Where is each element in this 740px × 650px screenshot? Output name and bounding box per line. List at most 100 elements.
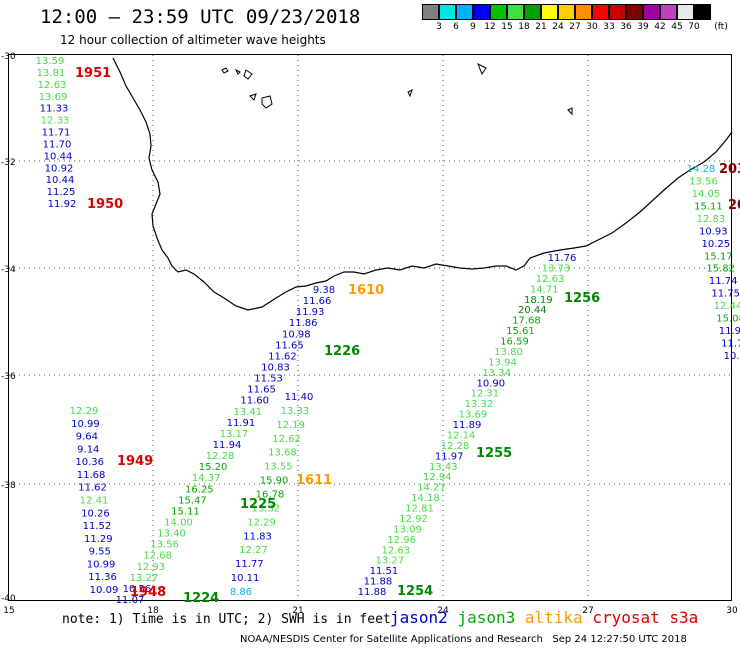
- longitude-label: 24: [437, 606, 449, 616]
- wave-height-value: 12.68: [143, 551, 172, 562]
- wave-height-value: 10.09: [90, 585, 119, 596]
- wave-height-value: 11.65: [247, 385, 276, 396]
- longitude-label: 30: [726, 606, 738, 616]
- pass-id-label: 1224: [183, 591, 219, 606]
- pass-id-label: 2032: [728, 198, 740, 213]
- longitude-label: 21: [292, 606, 303, 616]
- coastline-island-7: [407, 89, 413, 98]
- wave-height-value: 13.69: [39, 92, 68, 103]
- wave-height-value: 13.33: [281, 406, 310, 417]
- scale-swatch: [439, 4, 456, 20]
- wave-height-value: 11.83: [243, 531, 272, 542]
- wave-height-value: 14.37: [192, 473, 221, 484]
- scale-tick-label: 6: [453, 22, 459, 32]
- wave-height-value: 12.33: [41, 116, 70, 127]
- wave-height-value: 13.56: [689, 177, 718, 188]
- coastline-island-8: [567, 107, 573, 116]
- wave-height-value: 9.14: [77, 444, 99, 455]
- latitude-label: -36: [1, 372, 16, 382]
- wave-height-value: 17.68: [512, 316, 541, 327]
- wave-height-value: 20.44: [518, 305, 547, 316]
- wave-height-value: 11.68: [77, 470, 106, 481]
- scale-swatch: [643, 4, 660, 20]
- wave-height-value: 11.07: [116, 595, 145, 606]
- wave-height-value: 9.38: [313, 285, 335, 296]
- wave-height-value: 12.29: [247, 517, 276, 528]
- coastline-island-3: [243, 69, 253, 80]
- wave-height-value: 12.63: [38, 80, 67, 91]
- wave-height-value: 11.65: [275, 340, 304, 351]
- coastline-island-2: [234, 68, 241, 75]
- latitude-label: -38: [1, 481, 16, 491]
- map-subtitle: 12 hour collection of altimeter wave hei…: [60, 33, 326, 47]
- wave-height-value: 13.43: [429, 462, 458, 473]
- pass-id-label: 2031: [719, 162, 740, 177]
- axis-labels: -30 -32 -34 -36 -38 -40 15 18 21 24 27 30: [1, 52, 738, 616]
- pass-id-label: 1949: [117, 454, 153, 469]
- wave-height-value: 10.25: [701, 239, 730, 250]
- wave-height-value: 13.94: [488, 357, 517, 368]
- wave-height-value: 14.05: [692, 189, 721, 200]
- scale-tick-label: 15: [501, 22, 513, 32]
- wave-height-value: 11.60: [240, 396, 269, 407]
- wave-height-value: 12.14: [447, 430, 476, 441]
- satellite-legend: jason2 jason3 altika cryosat s3a: [390, 608, 698, 627]
- scale-tick-label: 27: [569, 22, 581, 32]
- coastline: [112, 57, 733, 311]
- wave-height-value: 11.62: [78, 483, 107, 494]
- wave-height-value: 11.40: [285, 392, 314, 403]
- scale-tick-label: 33: [603, 22, 615, 32]
- legend-jason3: jason3: [457, 608, 516, 627]
- pass-id-label: 1611: [296, 473, 332, 488]
- wave-height-value: 12.81: [405, 504, 434, 515]
- wave-height-value: 10.93: [699, 226, 728, 237]
- wave-height-value: 13.40: [157, 529, 186, 540]
- scale-tick-label: 42: [654, 22, 666, 32]
- wave-height-value: 14.27: [417, 483, 446, 494]
- longitude-label: 18: [147, 606, 159, 616]
- wave-height-value: 10.99: [71, 419, 100, 430]
- wave-height-value: 10.88: [724, 351, 740, 362]
- wave-height-value: 13.27: [130, 573, 159, 584]
- wave-height-value: 11.86: [289, 318, 318, 329]
- scale-swatch: [456, 4, 473, 20]
- wave-height-value: 11.91: [719, 326, 740, 337]
- wave-height-value: 13.56: [150, 540, 179, 551]
- wave-height-value: 10.99: [87, 559, 116, 570]
- map-border: [8, 54, 732, 601]
- pass-id-label: 1610: [348, 283, 384, 298]
- scale-tick-label: 21: [535, 22, 547, 32]
- lat-lon-gridlines: [9, 55, 732, 600]
- wave-height-value: 13.73: [542, 263, 571, 274]
- wave-height-value: 11.52: [83, 521, 112, 532]
- scale-swatch: [609, 4, 626, 20]
- scale-tick-label: 3: [436, 22, 442, 32]
- scale-swatch: [626, 4, 643, 20]
- pass-id-label: 1950: [87, 197, 123, 212]
- credit-line: NOAA/NESDIS Center for Satellite Applica…: [240, 634, 687, 645]
- south-africa-coastline: [112, 57, 733, 311]
- legend-jason2: jason2: [390, 608, 448, 627]
- wave-height-value: 11.29: [84, 534, 113, 545]
- wave-height-value: 10.98: [282, 329, 311, 340]
- wave-height-value: 15.11: [171, 506, 200, 517]
- wave-height-value: 11.88: [364, 577, 393, 588]
- scale-tick-label: 9: [470, 22, 476, 32]
- coastline-island-1: [221, 67, 229, 74]
- wave-height-value: 11.36: [88, 572, 117, 583]
- scale-swatch: [558, 4, 575, 20]
- wave-height-value: 11.93: [296, 307, 325, 318]
- longitude-label: 15: [3, 606, 14, 616]
- wave-height-value: 12.63: [536, 274, 565, 285]
- scale-swatch: [575, 4, 592, 20]
- wave-height-value: 11.97: [435, 451, 464, 462]
- wave-height-value: 13.27: [375, 556, 404, 567]
- wave-height-value: 11.53: [254, 374, 283, 385]
- wave-height-value: 15.47: [178, 495, 207, 506]
- wave-height-value: 14.18: [411, 493, 440, 504]
- wave-height-value: 12.94: [423, 472, 452, 483]
- scale-unit-label: (ft): [714, 22, 728, 32]
- scale-tick-label: 36: [620, 22, 632, 32]
- map-title: 12:00 – 23:59 UTC 09/23/2018: [40, 6, 361, 28]
